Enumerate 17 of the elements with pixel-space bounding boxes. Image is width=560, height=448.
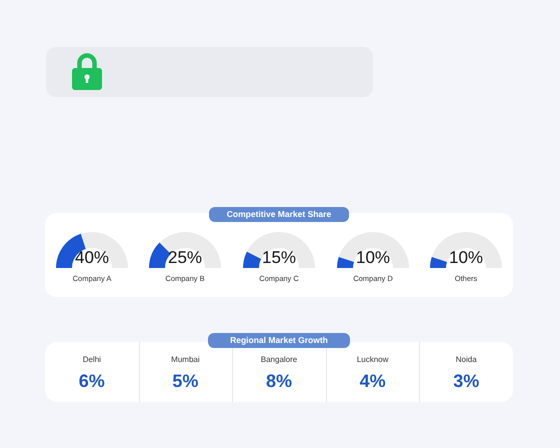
category-label: Delhi <box>82 355 102 364</box>
text: 10% <box>449 248 484 267</box>
text: Competitive Market Share <box>209 207 349 222</box>
text: Regional Market Growth <box>208 333 350 348</box>
data-label: 4% <box>360 371 386 391</box>
data-label: 3% <box>453 371 480 391</box>
data-label: 6% <box>78 371 105 391</box>
category-label: Bangalore <box>260 355 298 364</box>
text: 40% <box>74 248 109 267</box>
text: 15% <box>262 248 296 267</box>
data-label: 5% <box>172 371 198 391</box>
category-label: Mumbai <box>171 355 200 364</box>
data-label: 8% <box>266 371 292 391</box>
text: 10% <box>356 248 390 267</box>
category-label: Lucknow <box>356 355 389 364</box>
text: 25% <box>168 248 202 267</box>
category-label: Noida <box>456 355 478 364</box>
